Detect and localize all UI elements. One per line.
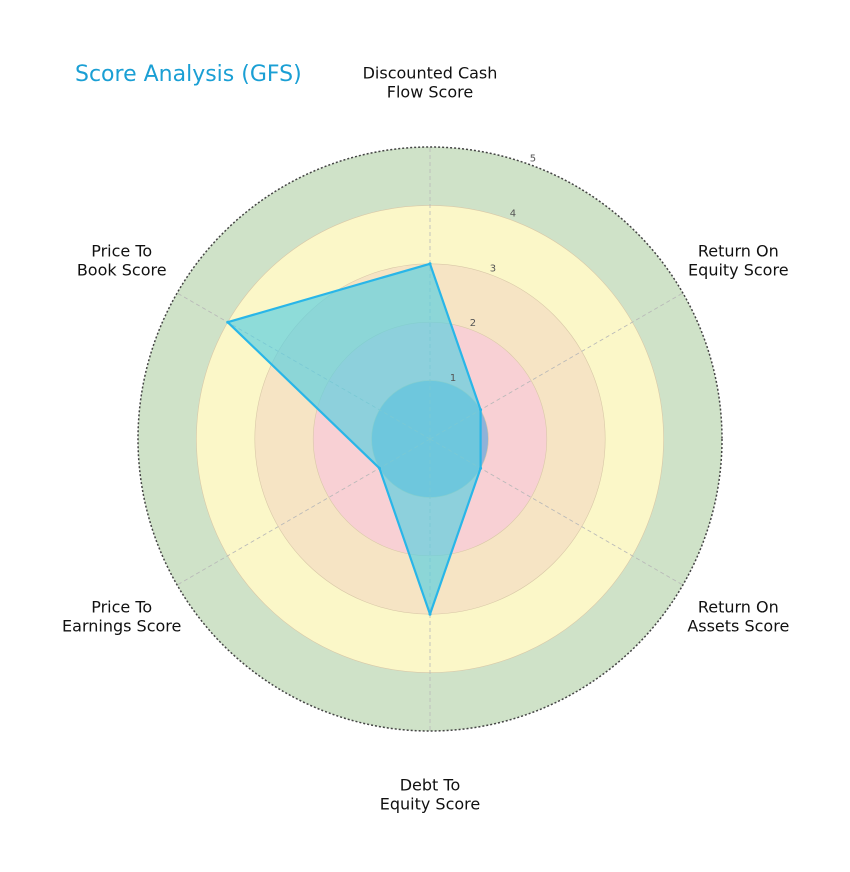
axis-label-line: Price To bbox=[91, 242, 152, 261]
axis-label-line: Return On bbox=[698, 598, 779, 617]
score-point bbox=[479, 408, 483, 412]
axis-label: Price To Book Score bbox=[77, 242, 167, 280]
axis-label: Discounted Cash Flow Score bbox=[363, 64, 498, 102]
axis-label-line: Price To bbox=[91, 598, 152, 617]
radial-tick-label: 2 bbox=[470, 318, 476, 329]
axis-label-line: Equity Score bbox=[688, 261, 789, 280]
axis-label-line: Debt To bbox=[400, 776, 461, 795]
score-point bbox=[377, 466, 381, 470]
score-point bbox=[428, 612, 432, 616]
axis-label-line: Book Score bbox=[77, 261, 167, 280]
score-series bbox=[226, 262, 483, 616]
axis-label-line: Equity Score bbox=[380, 795, 481, 814]
axis-label: Debt To Equity Score bbox=[380, 776, 481, 814]
radial-tick-labels: 1 2 3 4 5 bbox=[450, 154, 536, 385]
axis-label-line: Flow Score bbox=[387, 83, 473, 102]
axis-label-line: Return On bbox=[698, 242, 779, 261]
axis-label-line: Assets Score bbox=[687, 617, 789, 636]
axis-label-line: Discounted Cash bbox=[363, 64, 498, 83]
score-point bbox=[226, 320, 230, 324]
radial-tick-label: 5 bbox=[530, 154, 536, 165]
axis-label: Price To Earnings Score bbox=[62, 598, 181, 636]
axis-label-line: Earnings Score bbox=[62, 617, 181, 636]
radial-tick-label: 3 bbox=[490, 263, 496, 274]
score-point bbox=[479, 466, 483, 470]
chart-title: Score Analysis (GFS) bbox=[75, 62, 302, 87]
score-point bbox=[428, 262, 432, 266]
axis-label: Return On Assets Score bbox=[687, 598, 789, 636]
axis-label: Return On Equity Score bbox=[688, 242, 789, 280]
radial-tick-label: 4 bbox=[510, 209, 516, 220]
radial-tick-label: 1 bbox=[450, 373, 456, 384]
